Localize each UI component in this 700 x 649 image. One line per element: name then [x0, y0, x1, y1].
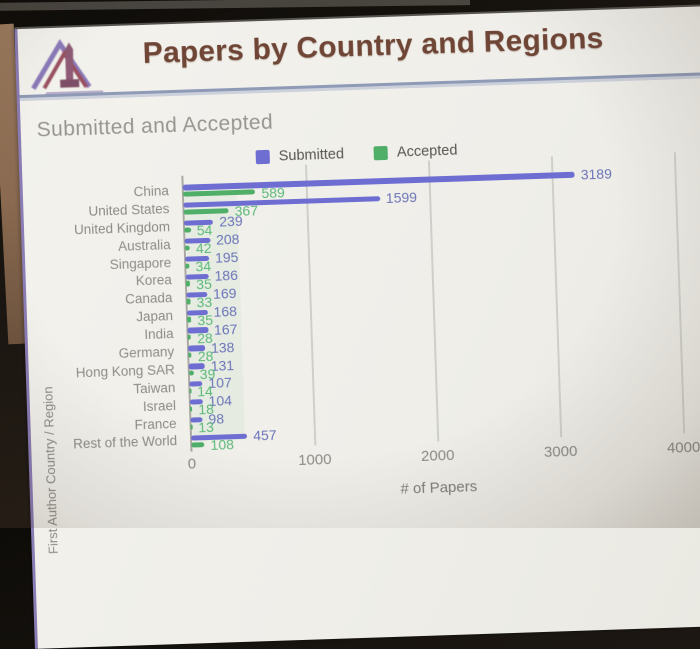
- accepted-bar: [184, 245, 190, 251]
- submitted-value-label: 208: [215, 231, 240, 248]
- x-tick-label: 0: [187, 455, 197, 473]
- accepted-value-label: 108: [210, 436, 235, 454]
- accepted-bar: [184, 227, 191, 233]
- accepted-bar: [189, 388, 192, 394]
- accepted-bar: [190, 424, 193, 430]
- accepted-legend-swatch: [373, 145, 389, 161]
- accepted-value-label: 34: [195, 257, 212, 275]
- slide: Papers by Country and Regions Submitted …: [14, 4, 700, 649]
- submitted-value-label: 169: [212, 284, 237, 302]
- gridline: [550, 156, 562, 438]
- accepted-value-label: 42: [195, 239, 212, 257]
- accepted-bar: [188, 370, 194, 376]
- accepted-bar: [185, 263, 190, 269]
- legend-item-accepted: Accepted: [373, 142, 458, 162]
- submitted-value-label: 3189: [580, 164, 613, 183]
- accepted-value-label: 54: [196, 222, 213, 239]
- x-tick-label: 4000: [666, 438, 700, 457]
- submitted-legend-label: Submitted: [278, 146, 345, 165]
- x-tick-label: 3000: [543, 442, 578, 461]
- submitted-value-label: 138: [210, 338, 235, 356]
- submitted-value-label: 186: [214, 266, 239, 284]
- category-axis: China United States United Kingdom Australi…: [23, 182, 186, 455]
- submitted-bar: [182, 171, 575, 191]
- accepted-bar: [185, 280, 191, 287]
- accepted-value-label: 35: [195, 275, 213, 293]
- gridline: [427, 160, 439, 442]
- gridline: [305, 164, 316, 446]
- accepted-bar: [189, 406, 193, 412]
- submitted-value-label: 457: [252, 426, 277, 444]
- x-axis-title: # of Papers: [400, 478, 478, 498]
- accepted-bar: [186, 298, 191, 305]
- gridline: [673, 152, 685, 434]
- slide-title: Papers by Country and Regions: [142, 21, 604, 70]
- submitted-value-label: 1599: [385, 189, 418, 207]
- submitted-value-label: 195: [214, 249, 239, 266]
- header-rule: [19, 70, 700, 99]
- accepted-bar: [188, 352, 192, 359]
- submitted-value-label: 167: [213, 320, 238, 338]
- accepted-legend-label: Accepted: [396, 142, 458, 161]
- submitted-legend-swatch: [255, 149, 270, 165]
- submitted-value-label: 239: [219, 213, 243, 230]
- submitted-value-label: 168: [213, 302, 238, 320]
- chart-subtitle: Submitted and Accepted: [36, 110, 274, 142]
- accepted-value-label: 35: [197, 311, 214, 329]
- accepted-bar: [187, 316, 192, 323]
- plot-area: # of Papers 0 1000 2000 3000 4000 3189 589 1599…: [181, 152, 700, 498]
- conference-logo: [28, 32, 112, 99]
- category-label: Rest of the World: [72, 433, 178, 452]
- accepted-value-label: 589: [261, 183, 285, 201]
- accepted-bar: [191, 441, 205, 448]
- accepted-value-label: 33: [196, 293, 213, 311]
- x-tick-label: 2000: [420, 446, 455, 465]
- x-tick-label: 1000: [297, 450, 332, 470]
- legend-item-submitted: Submitted: [255, 146, 344, 165]
- accepted-bar: [182, 189, 256, 197]
- bar-chart: First Author Country / Region China Unite…: [22, 152, 700, 554]
- accepted-bar: [187, 334, 192, 341]
- room-ceiling-edge: [0, 0, 471, 11]
- accepted-value-label: 13: [198, 419, 215, 436]
